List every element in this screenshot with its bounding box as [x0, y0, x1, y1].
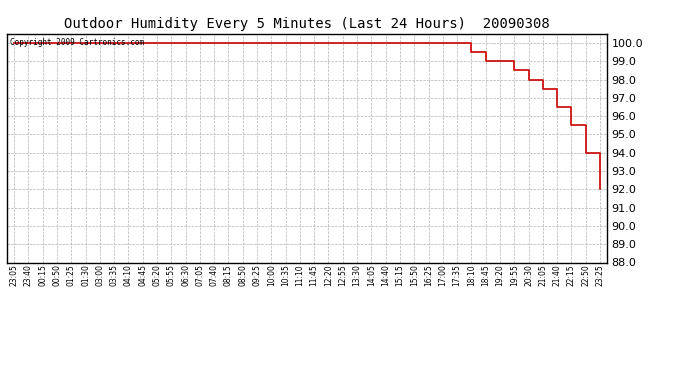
Title: Outdoor Humidity Every 5 Minutes (Last 24 Hours)  20090308: Outdoor Humidity Every 5 Minutes (Last 2… — [64, 17, 550, 31]
Text: Copyright 2009 Cartronics.com: Copyright 2009 Cartronics.com — [10, 38, 144, 47]
